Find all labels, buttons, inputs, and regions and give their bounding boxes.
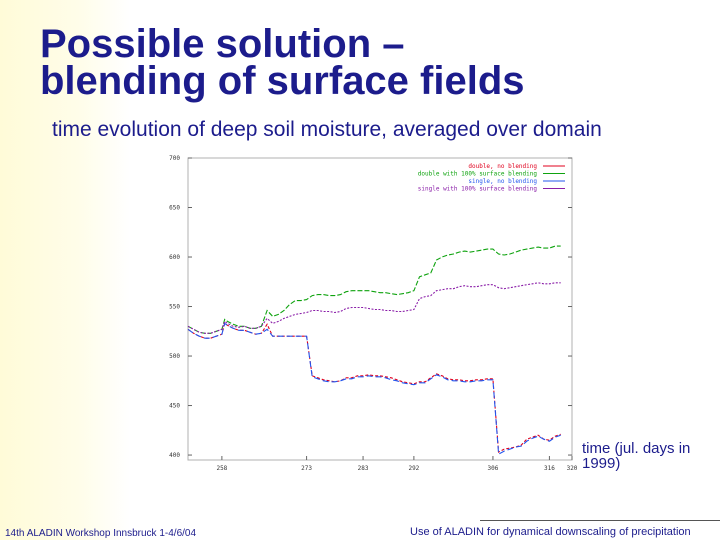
series-line-3 bbox=[187, 322, 561, 455]
legend-label-2: double with 100% surface blending bbox=[418, 171, 538, 178]
y-tick-label: 500 bbox=[169, 353, 180, 360]
x-tick-label: 320 bbox=[567, 465, 578, 472]
y-tick-label: 450 bbox=[169, 403, 180, 410]
x-axis-label-line-1: time (jul. days in bbox=[582, 440, 691, 457]
x-tick-label: 306 bbox=[488, 465, 499, 472]
slide-title-line-2: blending of surface fields bbox=[40, 59, 525, 103]
slide-background-gradient bbox=[0, 0, 130, 540]
y-tick-label: 550 bbox=[169, 304, 180, 311]
legend-label-1: double, no blending bbox=[468, 163, 537, 170]
x-axis-label: time (jul. days in 1999) bbox=[582, 441, 712, 471]
series-line-1 bbox=[187, 322, 561, 453]
slide-title-line-1: Possible solution – bbox=[40, 22, 405, 66]
plot-frame bbox=[187, 157, 573, 461]
legend-label-4: single with 100% surface blending bbox=[418, 186, 538, 193]
y-tick-label: 700 bbox=[169, 155, 180, 162]
slide-subtitle: time evolution of deep soil moisture, av… bbox=[52, 118, 602, 141]
y-tick-label: 600 bbox=[169, 254, 180, 261]
footer-workshop: 14th ALADIN Workshop Innsbruck 1-4/6/04 bbox=[5, 528, 197, 539]
series-line-2 bbox=[187, 245, 561, 334]
x-tick-label: 316 bbox=[544, 465, 555, 472]
x-tick-label: 292 bbox=[408, 465, 419, 472]
y-tick-label: 650 bbox=[169, 205, 180, 212]
chart-axes: 400 450 500 550 600 650 700 258 273 283 292 306 316 3… bbox=[169, 155, 578, 472]
footer-divider bbox=[480, 520, 720, 521]
x-tick-label: 258 bbox=[216, 465, 227, 472]
x-tick-label: 273 bbox=[301, 465, 312, 472]
y-tick-label: 400 bbox=[169, 452, 180, 459]
slide-title: Possible solution – blending of surface … bbox=[40, 22, 525, 103]
series-line-4 bbox=[187, 282, 561, 334]
x-tick-label: 283 bbox=[358, 465, 369, 472]
chart-series-lines bbox=[187, 245, 561, 455]
legend-label-3: single, no blending bbox=[468, 178, 537, 185]
x-axis-label-line-2: 1999) bbox=[582, 455, 621, 472]
footer-topic: Use of ALADIN for dynamical downscaling … bbox=[410, 526, 691, 538]
